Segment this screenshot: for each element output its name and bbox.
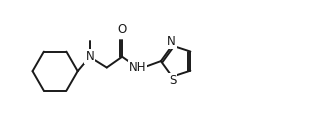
Text: N: N: [85, 50, 94, 63]
Text: S: S: [169, 74, 176, 87]
Text: NH: NH: [129, 61, 146, 74]
Text: O: O: [117, 23, 127, 36]
Text: N: N: [167, 35, 176, 48]
